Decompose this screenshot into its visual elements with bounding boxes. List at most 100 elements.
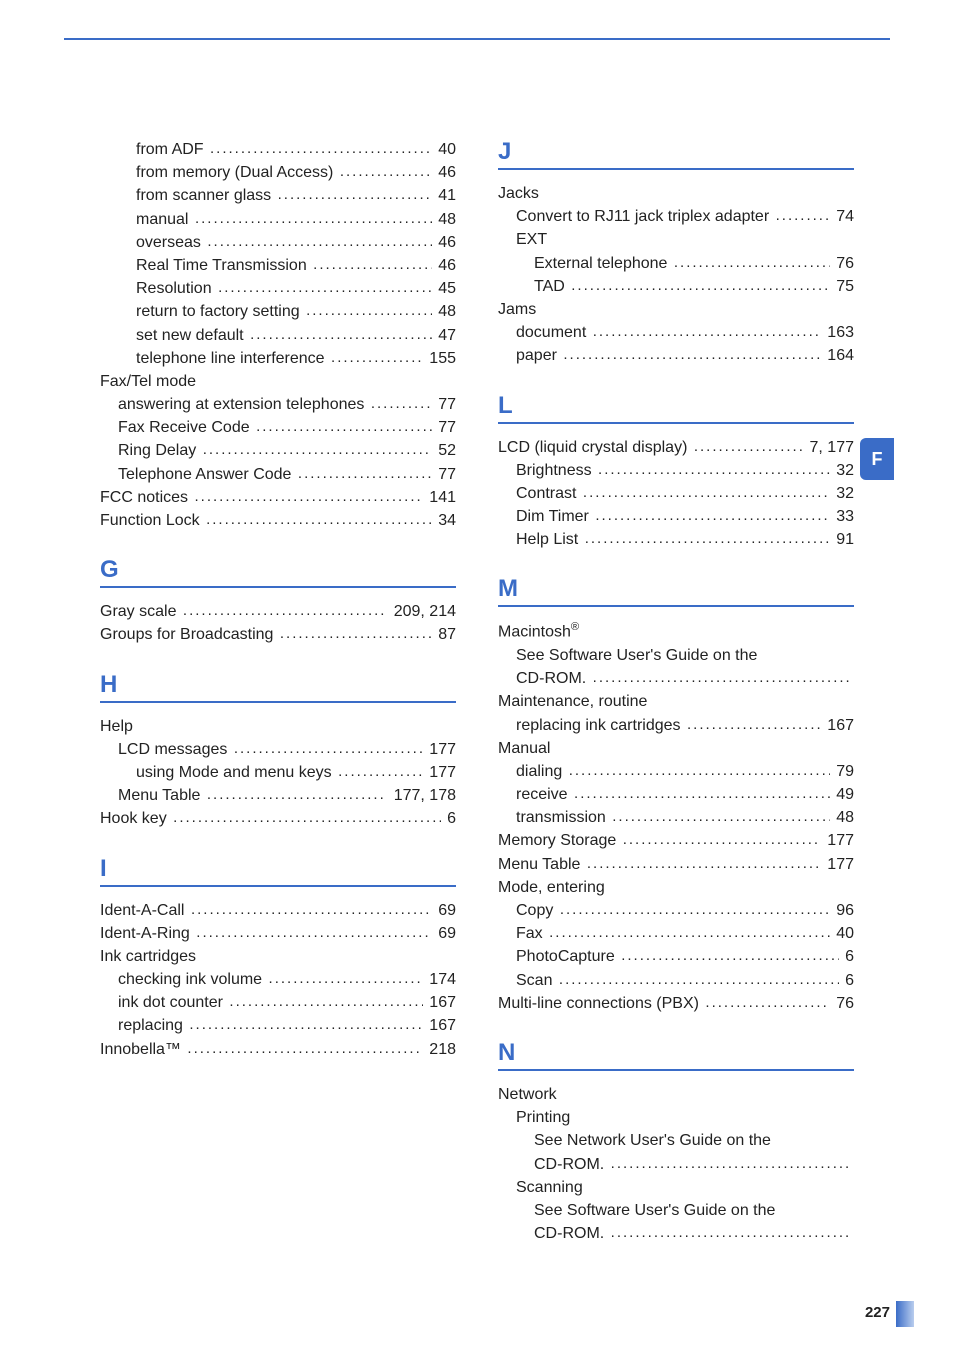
index-heading: Jams bbox=[498, 298, 854, 321]
index-entry-label: Multi-line connections (PBX) bbox=[498, 992, 699, 1015]
leader-dots bbox=[559, 969, 839, 991]
index-entry-label: LCD (liquid crystal display) bbox=[498, 436, 687, 459]
index-heading: Scanning bbox=[498, 1176, 854, 1199]
index-entry-label: Real Time Transmission bbox=[136, 254, 307, 277]
leader-dots bbox=[234, 738, 423, 760]
index-entry-label: paper bbox=[516, 344, 557, 367]
index-entry: CD-ROM. bbox=[498, 1153, 854, 1176]
index-entry-page: 47 bbox=[434, 324, 456, 347]
index-entry-label: Menu Table bbox=[498, 853, 580, 876]
leader-dots bbox=[371, 393, 432, 415]
index-entry-label: LCD messages bbox=[118, 738, 227, 761]
index-entry-label: Resolution bbox=[136, 277, 212, 300]
index-entry: from scanner glass 41 bbox=[100, 184, 456, 207]
index-entry-page: 76 bbox=[832, 252, 854, 275]
leader-dots bbox=[183, 600, 387, 622]
leader-dots bbox=[207, 784, 387, 806]
side-tab: F bbox=[860, 438, 894, 480]
leader-dots bbox=[623, 829, 821, 851]
index-entry-label: from scanner glass bbox=[136, 184, 271, 207]
index-entry-page: 45 bbox=[434, 277, 456, 300]
leader-dots bbox=[331, 347, 423, 369]
index-heading: See Network User's Guide on the bbox=[498, 1129, 854, 1152]
index-entry-page: 177 bbox=[823, 829, 854, 852]
section-g-entries: Gray scale 209, 214Groups for Broadcasti… bbox=[100, 600, 456, 646]
index-entry-label: receive bbox=[516, 783, 568, 806]
index-entry-label: set new default bbox=[136, 324, 244, 347]
section-h-entries: HelpLCD messages 177using Mode and menu … bbox=[100, 715, 456, 831]
section-letter-l: L bbox=[498, 392, 854, 420]
leader-dots bbox=[674, 252, 830, 274]
index-entry-label: checking ink volume bbox=[118, 968, 262, 991]
leader-dots bbox=[571, 275, 829, 297]
index-entry: Telephone Answer Code 77 bbox=[100, 463, 456, 486]
index-entry-label: CD-ROM. bbox=[534, 1222, 604, 1245]
index-entry-page: 34 bbox=[434, 509, 456, 532]
index-entry-label: Scan bbox=[516, 969, 552, 992]
index-entry-label: FCC notices bbox=[100, 486, 188, 509]
index-entry: CD-ROM. bbox=[498, 667, 854, 690]
index-entry-page: 177 bbox=[425, 761, 456, 784]
leader-dots bbox=[585, 528, 830, 550]
index-heading: See Software User's Guide on the bbox=[498, 644, 854, 667]
index-entry: Groups for Broadcasting 87 bbox=[100, 623, 456, 646]
leader-dots bbox=[207, 231, 431, 253]
leader-dots bbox=[776, 205, 830, 227]
index-entry-page: 76 bbox=[832, 992, 854, 1015]
index-entry-page: 6 bbox=[443, 807, 456, 830]
index-entry-label: Ident-A-Call bbox=[100, 899, 184, 922]
index-heading: Mode, entering bbox=[498, 876, 854, 899]
leader-dots bbox=[250, 324, 432, 346]
leader-dots bbox=[583, 482, 830, 504]
section-rule bbox=[100, 885, 456, 887]
leader-dots bbox=[595, 505, 829, 527]
leader-dots bbox=[203, 439, 432, 461]
index-entry: FCC notices 141 bbox=[100, 486, 456, 509]
index-entry: Convert to RJ11 jack triplex adapter 74 bbox=[498, 205, 854, 228]
index-entry-label: Dim Timer bbox=[516, 505, 589, 528]
index-entry-label: replacing bbox=[118, 1014, 183, 1037]
section-l-entries: LCD (liquid crystal display) 7, 177Brigh… bbox=[498, 436, 854, 552]
index-entry-page: 96 bbox=[832, 899, 854, 922]
leader-dots bbox=[269, 968, 423, 990]
index-entry-label: Help List bbox=[516, 528, 578, 551]
index-entry-page: 177 bbox=[823, 853, 854, 876]
index-heading: Macintosh® bbox=[498, 619, 854, 644]
index-entry-page: 48 bbox=[434, 300, 456, 323]
index-entry-label: Fax Receive Code bbox=[118, 416, 250, 439]
index-entry-label: PhotoCapture bbox=[516, 945, 615, 968]
leader-dots bbox=[187, 1038, 422, 1060]
leader-dots bbox=[189, 1014, 422, 1036]
index-entry: LCD (liquid crystal display) 7, 177 bbox=[498, 436, 854, 459]
leader-dots bbox=[280, 623, 432, 645]
index-entry-page: 74 bbox=[832, 205, 854, 228]
section-m-entries: Macintosh®See Software User's Guide on t… bbox=[498, 619, 854, 1015]
index-entry-page: 167 bbox=[823, 714, 854, 737]
index-entry-label: Telephone Answer Code bbox=[118, 463, 291, 486]
index-heading: Ink cartridges bbox=[100, 945, 456, 968]
index-entry-page: 77 bbox=[434, 416, 456, 439]
leader-dots bbox=[593, 321, 821, 343]
leader-dots bbox=[338, 761, 423, 783]
index-entry: Multi-line connections (PBX) 76 bbox=[498, 992, 854, 1015]
index-entry: Fax 40 bbox=[498, 922, 854, 945]
index-entry-page: 174 bbox=[425, 968, 456, 991]
index-entry: manual 48 bbox=[100, 208, 456, 231]
index-entry: Hook key 6 bbox=[100, 807, 456, 830]
right-column: J JacksConvert to RJ11 jack triplex adap… bbox=[498, 138, 854, 1291]
index-entry: document 163 bbox=[498, 321, 854, 344]
index-entry-label: External telephone bbox=[534, 252, 667, 275]
section-rule bbox=[498, 605, 854, 607]
index-entry: Ring Delay 52 bbox=[100, 439, 456, 462]
index-entry: Fax Receive Code 77 bbox=[100, 416, 456, 439]
index-entry-page: 155 bbox=[425, 347, 456, 370]
index-entry: from ADF 40 bbox=[100, 138, 456, 161]
index-entry: set new default 47 bbox=[100, 324, 456, 347]
index-entry-label: Gray scale bbox=[100, 600, 176, 623]
index-entry-label: Fax bbox=[516, 922, 543, 945]
leader-dots bbox=[313, 254, 432, 276]
index-entry-label: return to factory setting bbox=[136, 300, 300, 323]
section-letter-n: N bbox=[498, 1039, 854, 1067]
leader-dots bbox=[593, 667, 852, 689]
index-entry-label: CD-ROM. bbox=[534, 1153, 604, 1176]
